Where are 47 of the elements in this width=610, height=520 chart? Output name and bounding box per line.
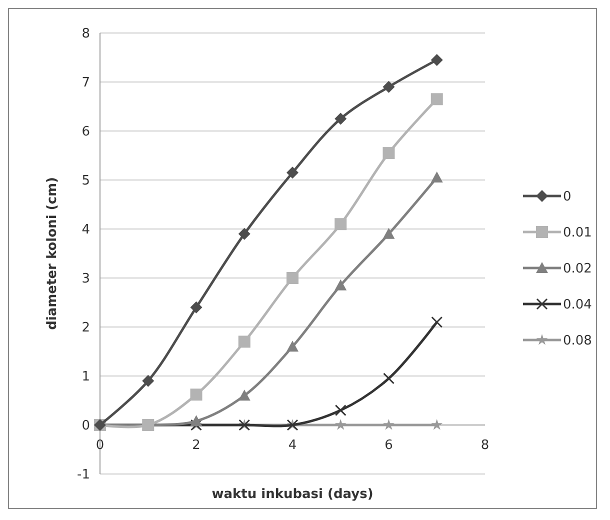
point: [286, 166, 298, 179]
point: [334, 404, 346, 416]
point: [382, 228, 395, 239]
x-tick-label: 0: [96, 438, 104, 453]
point: [334, 419, 346, 430]
point: [190, 301, 202, 314]
point: [190, 415, 202, 426]
point: [382, 147, 395, 160]
point: [383, 372, 394, 384]
legend-label: 0.01: [563, 226, 592, 241]
point: [238, 336, 250, 348]
y-tick-label: 2: [82, 320, 90, 336]
y-tick-label: -1: [77, 468, 90, 483]
legend-label: 0.04: [563, 298, 592, 313]
point: [431, 419, 443, 430]
point: [430, 93, 443, 106]
point: [286, 272, 298, 284]
y-tick-label: 0: [82, 418, 90, 434]
point: [238, 228, 250, 240]
point: [238, 390, 250, 401]
y-tick-label: 6: [82, 124, 90, 140]
legend-label: 0.02: [563, 262, 592, 277]
x-tick-label: 2: [192, 438, 200, 453]
x-tick-label: 4: [288, 438, 297, 453]
point: [142, 374, 154, 387]
y-tick-label: 8: [82, 26, 90, 42]
point: [430, 54, 443, 66]
legend-label: 0: [563, 190, 572, 205]
point: [383, 419, 394, 430]
x-tick-label: 8: [480, 438, 490, 453]
point: [334, 218, 347, 230]
point: [382, 80, 395, 93]
y-tick-label: 5: [82, 174, 90, 189]
point: [430, 172, 443, 183]
y-tick-label: 1: [82, 370, 90, 385]
x-axis-title: waktu inkubasi (days): [212, 487, 374, 502]
x-tick-label: 6: [384, 438, 393, 453]
y-axis-title: diameter koloni (cm): [45, 177, 60, 330]
legend-label: 0.08: [563, 334, 592, 349]
point: [286, 340, 298, 352]
y-tick-label: 3: [82, 272, 90, 287]
point: [190, 388, 202, 401]
point: [334, 112, 347, 125]
point: [334, 279, 347, 290]
point: [431, 316, 443, 328]
y-tick-label: 4: [82, 222, 90, 238]
y-tick-label: 7: [82, 76, 90, 91]
